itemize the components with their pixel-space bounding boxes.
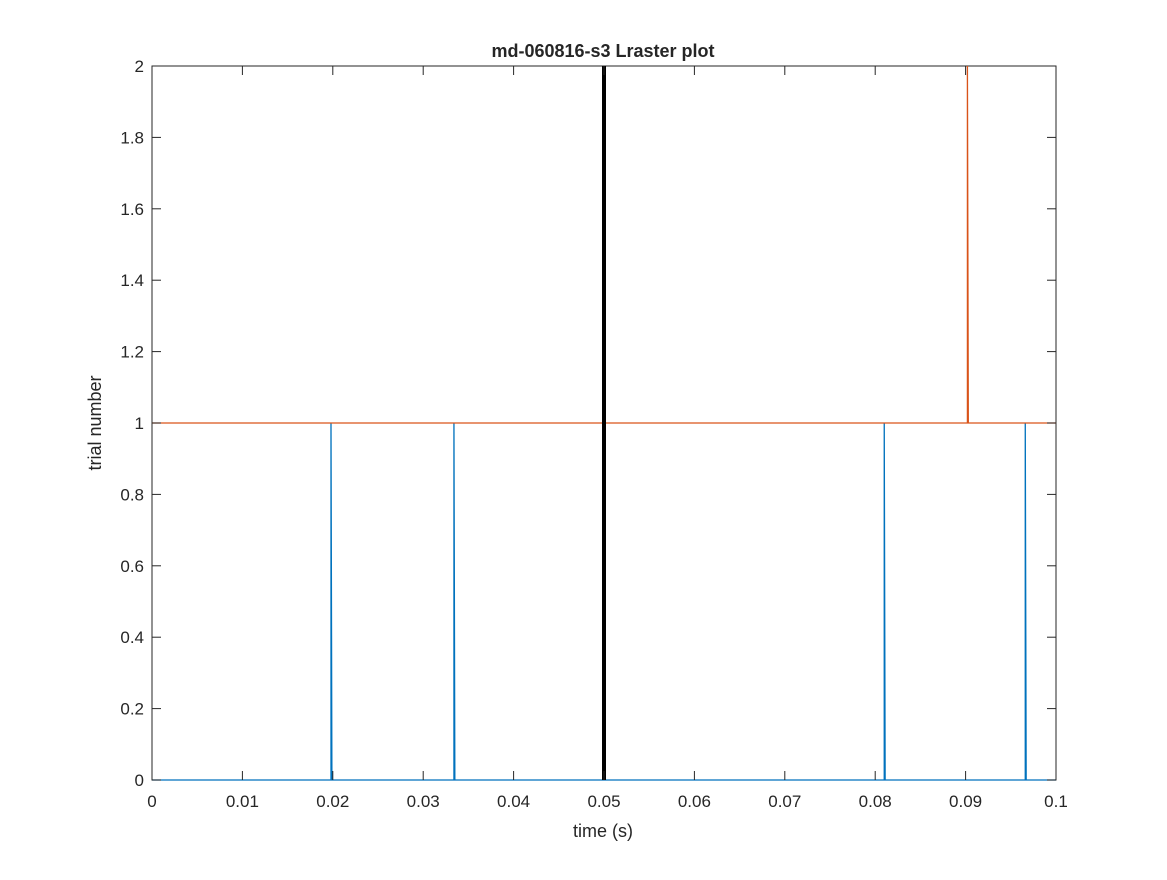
x-tick-label: 0.06 — [678, 792, 711, 811]
y-tick-label: 0 — [135, 771, 144, 790]
plot-area: 0 0.01 0.02 0.03 0.04 0.05 0.06 0.07 0.08 0.09 0.1… — [120, 57, 1067, 811]
x-tick-label: 0.1 — [1044, 792, 1068, 811]
chart-title: md-060816-s3 Lraster plot — [491, 41, 714, 61]
series-line-1 — [152, 422, 1056, 781]
y-tick-label: 1.8 — [120, 128, 144, 147]
x-tick-label: 0.07 — [768, 792, 801, 811]
x-tick-label: 0.02 — [316, 792, 349, 811]
y-tick-label: 0.4 — [120, 628, 144, 647]
x-tick-label: 0.05 — [587, 792, 620, 811]
y-tick-label: 1.6 — [120, 200, 144, 219]
x-tick-label: 0.04 — [497, 792, 530, 811]
y-tick-label: 1.4 — [120, 271, 144, 290]
x-tick-label: 0.01 — [226, 792, 259, 811]
y-tick-label: 0.8 — [120, 485, 144, 504]
x-tick-label: 0 — [147, 792, 156, 811]
y-tick-label: 1 — [135, 414, 144, 433]
x-tick-label: 0.03 — [407, 792, 440, 811]
y-tick-label: 1.2 — [120, 343, 144, 362]
y-tick-label: 2 — [135, 57, 144, 76]
x-axis-label: time (s) — [573, 821, 633, 841]
x-tick-label: 0.08 — [859, 792, 892, 811]
y-tick-label: 0.2 — [120, 700, 144, 719]
series-line-2 — [152, 65, 1056, 424]
x-tick-label: 0.09 — [949, 792, 982, 811]
y-axis-label: trial number — [85, 375, 105, 470]
y-tick-label: 0.6 — [120, 557, 144, 576]
